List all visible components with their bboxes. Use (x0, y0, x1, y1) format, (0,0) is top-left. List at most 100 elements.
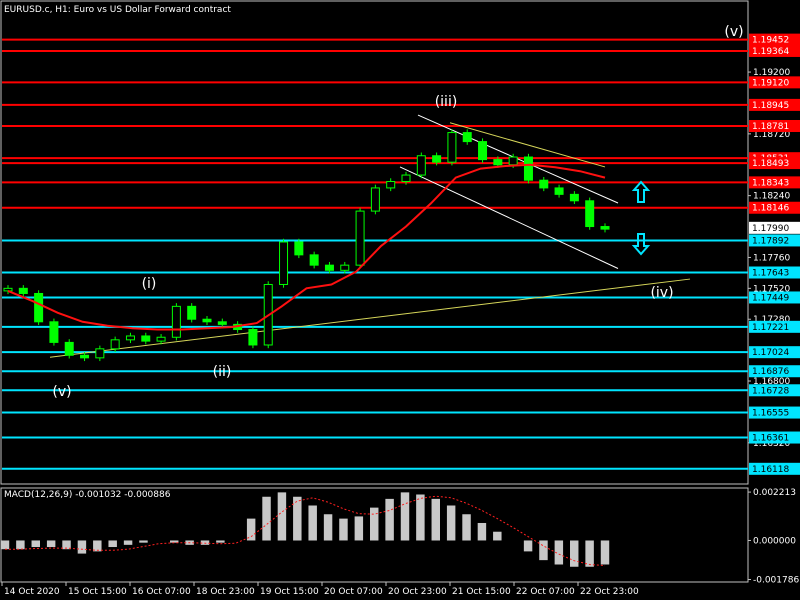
time-tick-label: 22 Oct 07:00 (516, 587, 575, 597)
level-price-tag (749, 98, 800, 111)
candle-body (340, 264, 350, 271)
time-tick-label: 14 Oct 2020 (4, 587, 60, 597)
wave-label: (i) (142, 276, 157, 292)
level-price-label: 1.16118 (752, 465, 789, 475)
candle-body (217, 321, 227, 325)
level-price-label: 1.19452 (752, 36, 789, 46)
candle-body (64, 341, 74, 356)
level-price-tag (749, 266, 800, 279)
price-tick-label: 1.19200 (753, 68, 790, 78)
fan-trendline[interactable] (449, 122, 606, 168)
level-price-label: 1.19364 (752, 47, 789, 57)
level-price-tag (749, 120, 800, 133)
candle-body (523, 156, 533, 181)
candle-body (18, 287, 28, 294)
macd-signal-line (5, 495, 606, 567)
candle-body (432, 155, 442, 163)
macd-tick-label: 0.000000 (753, 536, 796, 546)
candle-body (3, 287, 13, 292)
candle-body (493, 159, 503, 166)
level-price-tag (749, 291, 800, 304)
time-tick-label: 16 Oct 07:00 (132, 587, 191, 597)
candle-body (141, 335, 151, 342)
time-tick-label: 20 Oct 23:00 (388, 587, 447, 597)
level-price-label: 1.17449 (752, 293, 789, 303)
level-price-label: 1.16876 (752, 367, 789, 377)
candle-body (202, 318, 212, 323)
level-price-tag (749, 346, 800, 359)
candle-body (294, 241, 304, 256)
candle-body (95, 348, 105, 359)
candle-body (370, 187, 380, 212)
level-price-label: 1.19120 (752, 78, 789, 88)
wave-label: (v) (52, 384, 71, 400)
channel-upper-line[interactable] (417, 114, 619, 204)
level-price-tag (749, 33, 800, 46)
price-tick-label: 1.17280 (753, 315, 790, 325)
level-price-tag (749, 234, 800, 247)
candle-body (386, 180, 396, 189)
price-tick-label: 1.18240 (753, 192, 790, 202)
level-price-tag (749, 201, 800, 214)
level-price-label: 1.17024 (752, 348, 789, 358)
level-price-tag (749, 431, 800, 444)
level-price-tag (749, 320, 800, 333)
level-price-label: 1.16361 (752, 434, 789, 444)
candle-body (539, 179, 549, 189)
level-price-tag (749, 176, 800, 189)
wave-label: (ii) (213, 364, 232, 380)
candle-body (110, 339, 120, 350)
time-tick-label: 18 Oct 23:00 (196, 587, 255, 597)
rising-trendline[interactable] (49, 278, 691, 358)
level-price-label: 1.18781 (752, 122, 789, 132)
time-tick-label: 21 Oct 15:00 (452, 587, 511, 597)
current-price-tag (749, 221, 800, 234)
level-price-tag (749, 365, 800, 378)
price-tick-label: 1.16320 (753, 439, 790, 449)
level-price-label: 1.16728 (752, 386, 789, 396)
candle-body (187, 305, 197, 320)
channel-lower-line[interactable] (399, 166, 619, 269)
macd-tick-label: 0.002213 (753, 488, 796, 498)
candle-body (569, 193, 579, 202)
level-price-label: 1.18493 (752, 159, 789, 169)
candle-body (49, 321, 59, 343)
candle-body (600, 226, 610, 230)
wave-label: (iii) (435, 94, 458, 110)
price-tick-label: 1.16800 (753, 377, 790, 387)
price-tick-label: 1.17520 (753, 284, 790, 294)
macd-panel[interactable]: 0.002213 0.000000 -0.001786 (0, 487, 799, 586)
candle-body (156, 336, 166, 342)
level-price-tag (749, 384, 800, 397)
candle-body (508, 156, 518, 166)
level-price-label: 1.17221 (752, 323, 789, 333)
level-price-label: 1.18343 (752, 178, 789, 188)
level-price-tag (749, 76, 800, 89)
moving-average-line (7, 163, 606, 331)
candle-body (309, 254, 319, 266)
candle-body (279, 241, 289, 285)
level-price-label: 1.16555 (752, 409, 789, 419)
candle-body (401, 174, 411, 182)
candle-body (585, 200, 595, 228)
candle-body (416, 155, 426, 176)
price-panel[interactable]: 1.19200 1.18720 1.18240 1.17760 1.17520 1.172… (0, 0, 800, 485)
macd-tick-label: -0.001786 (753, 576, 799, 586)
time-tick-label: 22 Oct 23:00 (580, 587, 639, 597)
level-price-label: 1.18945 (752, 101, 789, 111)
level-price-label: 1.18146 (752, 204, 789, 214)
macd-title: MACD(12,26,9) -0.001032 -0.000886 (4, 490, 171, 500)
wave-label: (v) (724, 24, 743, 40)
level-price-tag (749, 44, 800, 57)
candle-body (554, 187, 564, 195)
candle-body (80, 354, 90, 359)
candle-body (447, 132, 457, 163)
level-price-label: 1.17643 (752, 268, 789, 278)
up-arrow-icon (631, 180, 651, 203)
down-arrow-icon (631, 233, 651, 256)
price-tick-label: 1.17760 (753, 253, 790, 263)
macd-panel-frame (0, 487, 749, 583)
price-tick-label: 1.18720 (753, 130, 790, 140)
